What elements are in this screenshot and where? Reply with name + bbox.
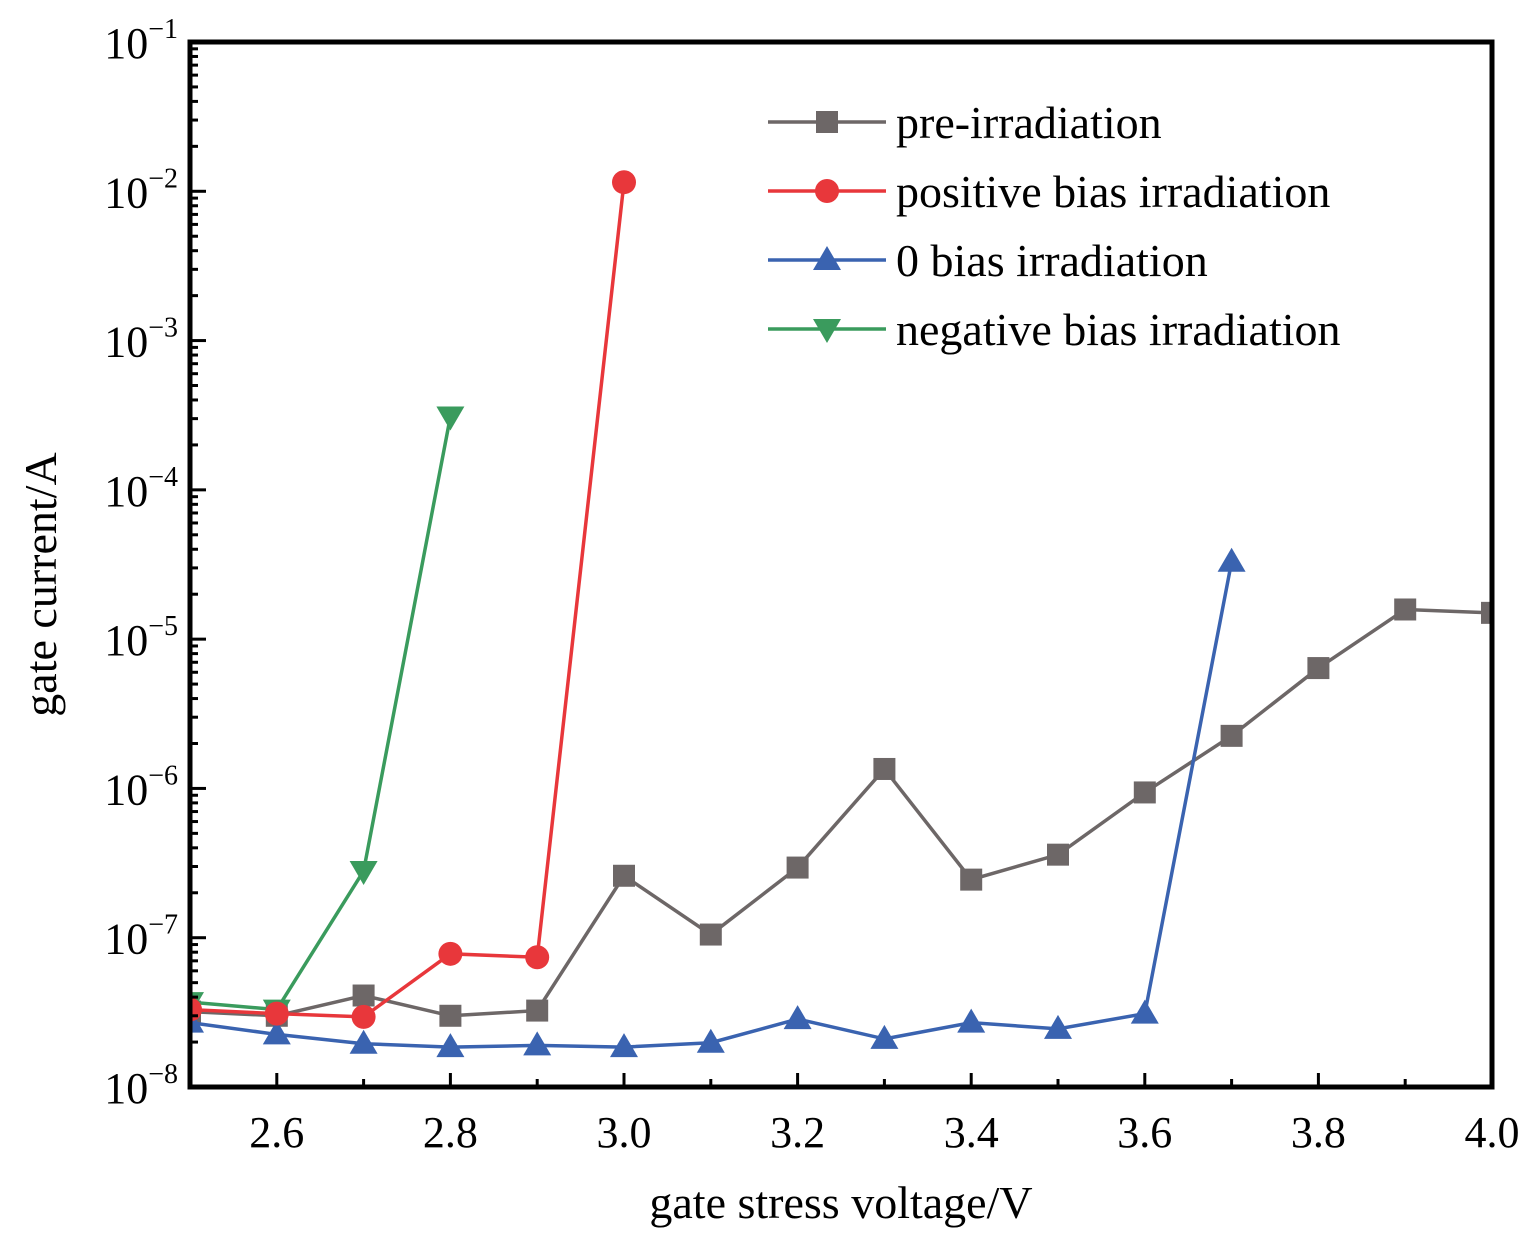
y-tick-label: 10−4 (104, 462, 178, 516)
x-tick-label: 2.8 (423, 1108, 478, 1157)
data-point (696, 1028, 725, 1053)
legend-entry: positive bias irradiation (768, 166, 1330, 217)
series-pre-irradiation (190, 598, 1492, 1027)
legend-marker (813, 319, 841, 343)
data-point (957, 1008, 986, 1033)
series-layer (190, 170, 1492, 1058)
data-point (1047, 843, 1069, 866)
legend-label: 0 bias irradiation (896, 235, 1208, 286)
x-tick-label: 3.0 (597, 1108, 652, 1157)
data-point (1220, 724, 1243, 747)
data-point (1044, 1014, 1072, 1039)
y-tick-label: 10−5 (104, 611, 178, 665)
legend-marker (815, 179, 839, 203)
legend-label: pre-irradiation (896, 97, 1162, 148)
data-point (1481, 601, 1492, 624)
legend: pre-irradiation positive bias irradiation… (768, 97, 1341, 355)
data-point (613, 864, 635, 887)
data-point (436, 1033, 465, 1058)
legend-entry: negative bias irradiation (768, 304, 1341, 355)
data-point (439, 1004, 462, 1027)
x-tick-label: 3.2 (770, 1108, 825, 1157)
series-0-bias-irradiation (190, 547, 1246, 1058)
data-point (349, 1029, 378, 1054)
data-point (436, 406, 465, 431)
data-point (873, 757, 896, 780)
legend-entry: 0 bias irradiation (768, 235, 1208, 286)
x-tick-label: 3.6 (1117, 1108, 1172, 1157)
legend-label: negative bias irradiation (896, 304, 1341, 355)
legend-label: positive bias irradiation (896, 166, 1330, 217)
series-positive-bias-irradiation (190, 170, 636, 1029)
data-point (438, 941, 463, 966)
data-point (1133, 781, 1156, 804)
series-line (190, 607, 1492, 1018)
data-point (783, 1005, 812, 1030)
data-point (523, 1031, 552, 1056)
ticks-layer: 2.6 2.8 3.0 3.2 3.4 3.6 3.8 4.0 10−8 10−7 10−6 10−5… (104, 14, 1519, 1157)
x-tick-label: 3.4 (944, 1108, 999, 1157)
data-point (1307, 657, 1330, 680)
series-negative-bias-irradiation (190, 406, 465, 1024)
x-tick-label: 2.6 (249, 1108, 304, 1157)
data-point (1394, 598, 1417, 621)
data-point (960, 868, 983, 891)
data-point (526, 999, 549, 1022)
data-point (262, 1020, 291, 1045)
y-tick-label: 10−8 (104, 1059, 178, 1113)
data-point (1217, 547, 1246, 572)
data-point (612, 170, 636, 195)
data-point (351, 1004, 376, 1029)
y-tick-label: 10−3 (104, 313, 178, 367)
series-line (190, 182, 626, 1019)
y-tick-label: 10−2 (104, 163, 178, 217)
data-point (786, 856, 809, 879)
x-tick-label: 4.0 (1465, 1108, 1520, 1157)
y-tick-label: 10−7 (104, 910, 178, 964)
series-line (190, 561, 1234, 1049)
data-point (870, 1024, 899, 1049)
x-axis-label: gate stress voltage/V (649, 1177, 1032, 1228)
data-point (264, 1001, 289, 1026)
data-point (610, 1033, 638, 1058)
y-tick-label: 10−6 (104, 760, 178, 814)
data-point (349, 860, 378, 885)
x-tick-label: 3.8 (1291, 1108, 1346, 1157)
plot-frame (187, 39, 1495, 1090)
legend-entry: pre-irradiation (768, 97, 1162, 148)
legend-marker (816, 111, 838, 133)
y-tick-label: 10−1 (104, 14, 178, 68)
series-line (190, 416, 453, 1012)
y-axis-label: gate current/A (15, 452, 66, 716)
data-point (525, 945, 550, 970)
data-point (699, 923, 722, 946)
legend-marker (813, 246, 841, 270)
data-point (352, 984, 375, 1007)
data-point (1130, 999, 1159, 1024)
